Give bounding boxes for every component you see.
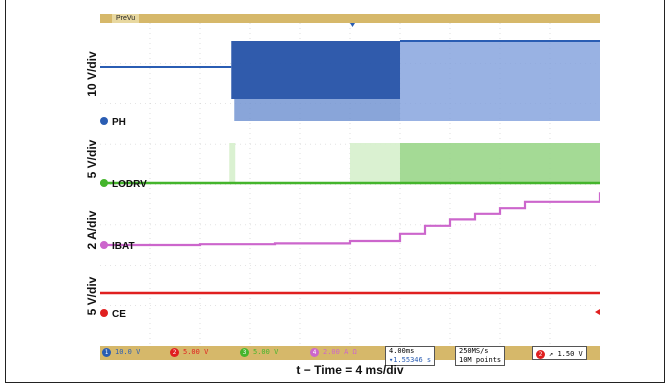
ph-switching-dense xyxy=(231,41,400,99)
timebase-value: 4.00ms xyxy=(389,347,415,355)
acquisition-box: 250MS/s 10M points xyxy=(455,346,506,366)
x-axis-label: t − Time = 4 ms/div xyxy=(296,363,404,377)
trigger-position-marker xyxy=(350,23,355,27)
ch2-status: 2 5.00 V xyxy=(170,348,208,357)
trigger-slope-icon: ↗ xyxy=(549,350,554,358)
lodrv-marker xyxy=(100,179,108,187)
ch1-y-label: 10 V/div xyxy=(85,51,99,97)
record-length: 10M points xyxy=(459,356,502,364)
ce-channel-name: CE xyxy=(112,309,126,320)
ch3-status: 3 5.00 V xyxy=(240,348,278,357)
waveforms xyxy=(100,40,600,295)
ch3-chip: 3 xyxy=(240,348,249,357)
oscilloscope-display: PreVu PH LODRV IBAT CE 1 10.0 V 2 5.00 V 3 5.0… xyxy=(100,14,600,366)
channel-markers: PH LODRV IBAT CE xyxy=(100,23,600,320)
ch1-scale: 10.0 V xyxy=(115,348,141,356)
ch4-scale: 2.00 A Ω xyxy=(323,348,357,356)
trigger-position: ▾1.55346 s xyxy=(389,356,432,364)
trigger-box: 2 ↗ 1.50 V xyxy=(532,346,587,360)
trigger-level: 1.50 V xyxy=(557,350,583,358)
lodrv-channel-name: LODRV xyxy=(112,179,147,190)
ph-switching-ringing xyxy=(234,99,400,121)
ibat-channel-name: IBAT xyxy=(112,241,135,252)
ph-marker xyxy=(100,117,108,125)
ce-marker xyxy=(100,309,108,317)
ph-switching-light xyxy=(400,41,600,121)
ch4-chip: 4 xyxy=(310,348,319,357)
ch1-status: 1 10.0 V xyxy=(102,348,140,357)
ibat-trace xyxy=(100,192,600,247)
waveform-screen: PH LODRV IBAT CE xyxy=(100,23,600,346)
trigger-chip: 2 xyxy=(536,350,545,359)
ch3-scale: 5.00 V xyxy=(253,348,279,356)
ch2-chip: 2 xyxy=(170,348,179,357)
ch2-scale: 5.00 V xyxy=(183,348,209,356)
trigger-level-marker xyxy=(595,309,600,315)
scope-top-bar: PreVu xyxy=(100,14,600,23)
ch4-status: 4 2.00 A Ω xyxy=(310,348,357,357)
status-bar: 1 10.0 V 2 5.00 V 3 5.00 V 4 2.00 A Ω 4.00ms… xyxy=(100,346,600,366)
ch4-y-label: 5 V/div xyxy=(85,276,99,316)
prevu-label: PreVu xyxy=(112,14,140,23)
ch2-y-label: 5 V/div xyxy=(85,139,99,179)
lodrv-switching-band xyxy=(400,143,600,183)
sample-rate: 250MS/s xyxy=(459,347,489,355)
ch1-chip: 1 xyxy=(102,348,111,357)
ph-channel-name: PH xyxy=(112,117,126,128)
lodrv-pre-band xyxy=(350,143,400,183)
lodrv-glitch xyxy=(229,143,236,183)
timebase-box: 4.00ms ▾1.55346 s xyxy=(385,346,436,366)
ibat-marker xyxy=(100,241,108,249)
